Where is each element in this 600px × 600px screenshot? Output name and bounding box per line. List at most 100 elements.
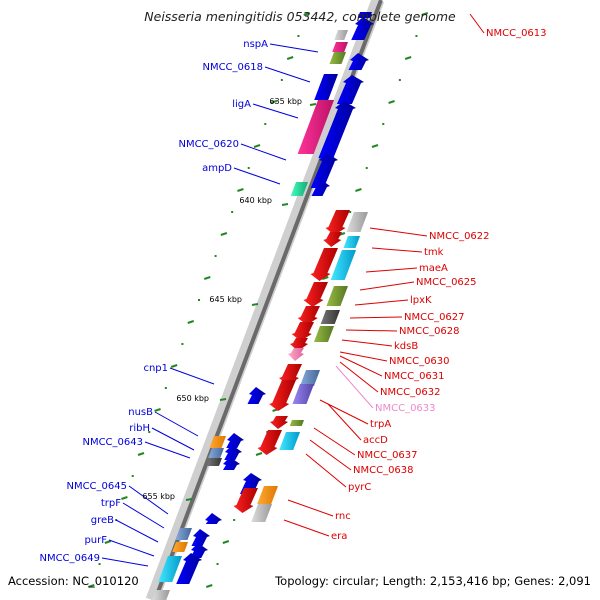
gc-marker xyxy=(137,452,145,456)
gene-block[interactable] xyxy=(310,248,338,281)
gene-block[interactable] xyxy=(318,101,356,158)
gene-block[interactable] xyxy=(290,182,308,196)
gene-label-right[interactable]: NMCC_0630 xyxy=(389,356,450,367)
gene-label-left[interactable]: NMCC_0620 xyxy=(178,139,239,150)
gene-block[interactable] xyxy=(299,370,320,386)
gene-block[interactable] xyxy=(336,75,364,104)
gene-block[interactable] xyxy=(257,430,282,455)
label-leader-line xyxy=(101,557,149,567)
gene-block[interactable] xyxy=(152,590,170,600)
gene-label-right[interactable]: era xyxy=(331,531,347,542)
gene-block[interactable] xyxy=(209,436,226,448)
gene-label-right[interactable]: NMCC_0613 xyxy=(486,28,547,39)
gene-label-left[interactable]: NMCC_0643 xyxy=(82,437,143,448)
gene-block[interactable] xyxy=(289,338,308,351)
gene-block[interactable] xyxy=(251,504,272,522)
gene-label-left[interactable]: greB xyxy=(91,515,114,526)
gene-label-right[interactable]: maeA xyxy=(419,263,448,274)
gene-block[interactable] xyxy=(247,387,266,404)
gene-label-right[interactable]: accD xyxy=(363,435,388,446)
gene-block[interactable] xyxy=(332,42,348,52)
gene-block[interactable] xyxy=(226,433,244,448)
gene-block[interactable] xyxy=(291,322,314,341)
gene-label-right[interactable]: lpxK xyxy=(410,295,432,306)
gene-block[interactable] xyxy=(172,542,188,552)
gene-label-right[interactable]: kdsB xyxy=(394,341,418,352)
gene-block[interactable] xyxy=(329,52,346,64)
gene-label-right[interactable]: NMCC_0622 xyxy=(429,231,490,242)
gene-label-right[interactable]: pyrC xyxy=(348,482,371,493)
label-leader-line xyxy=(369,227,428,237)
kbp-tick xyxy=(185,498,193,501)
gene-label-right[interactable]: trpA xyxy=(370,419,391,430)
gene-label-right[interactable]: NMCC_0637 xyxy=(357,450,418,461)
gene-block[interactable] xyxy=(320,310,340,324)
gene-block[interactable] xyxy=(311,179,330,196)
gene-block[interactable] xyxy=(191,529,210,546)
gene-block[interactable] xyxy=(176,553,202,584)
gene-block[interactable] xyxy=(348,53,369,70)
gene-block[interactable] xyxy=(330,250,356,280)
gene-block[interactable] xyxy=(313,326,334,342)
gene-label-right[interactable]: rnc xyxy=(335,511,351,522)
gene-label-left[interactable]: NMCC_0618 xyxy=(202,62,263,73)
gene-label-right[interactable]: NMCC_0627 xyxy=(404,312,465,323)
gene-block[interactable] xyxy=(346,212,368,232)
gene-label-left[interactable]: NMCC_0649 xyxy=(39,553,100,564)
gene-block[interactable] xyxy=(205,513,222,524)
gene-block[interactable] xyxy=(206,458,222,466)
gene-block[interactable] xyxy=(325,210,350,235)
gene-block[interactable] xyxy=(334,30,348,40)
gene-block[interactable] xyxy=(314,74,338,100)
gene-label-right[interactable]: NMCC_0632 xyxy=(380,387,441,398)
gene-block[interactable] xyxy=(269,380,296,411)
gene-label-right[interactable]: NMCC_0625 xyxy=(416,277,477,288)
gene-label-right[interactable]: NMCC_0631 xyxy=(384,371,445,382)
gene-label-left[interactable]: purF xyxy=(84,535,107,546)
gc-marker xyxy=(355,188,362,192)
gene-label-left[interactable]: ampD xyxy=(202,163,232,174)
gene-block[interactable] xyxy=(303,282,328,307)
gene-block[interactable] xyxy=(175,528,192,540)
gene-label-right[interactable]: NMCC_0638 xyxy=(353,465,414,476)
label-leader-line xyxy=(339,351,388,362)
gene-block[interactable] xyxy=(351,17,374,40)
gene-label-right[interactable]: tmk xyxy=(424,247,444,258)
gene-block[interactable] xyxy=(323,232,342,247)
gene-block[interactable] xyxy=(279,432,300,450)
kbp-label: 645 kbp xyxy=(209,295,242,304)
gene-block[interactable] xyxy=(326,286,348,306)
gc-marker xyxy=(220,232,228,236)
gene-block[interactable] xyxy=(287,348,304,361)
gene-block[interactable] xyxy=(222,457,240,470)
gene-label-left[interactable]: cnp1 xyxy=(143,363,168,374)
gene-label-left[interactable]: ligA xyxy=(232,99,251,110)
gene-block[interactable] xyxy=(357,12,372,18)
gene-label-left[interactable]: nusB xyxy=(128,407,153,418)
gene-block[interactable] xyxy=(190,543,208,558)
gene-block[interactable] xyxy=(257,486,278,504)
kbp-scale-labels: 635 kbp 640 kbp 645 kbp 650 kbp 655 kbp xyxy=(142,97,317,501)
gene-label-left[interactable]: ribH xyxy=(129,423,150,434)
gene-label-left[interactable]: nspA xyxy=(243,39,268,50)
gene-block[interactable] xyxy=(297,306,320,325)
gene-block[interactable] xyxy=(278,364,302,385)
gene-label-right[interactable]: NMCC_0628 xyxy=(399,326,460,337)
gene-label-left[interactable]: trpF xyxy=(101,498,121,509)
gene-block[interactable] xyxy=(289,420,304,426)
gene-block[interactable] xyxy=(233,488,258,513)
gene-label-left[interactable]: NMCC_0645 xyxy=(66,481,127,492)
gc-marker xyxy=(255,452,263,456)
label-leader-line xyxy=(319,399,369,425)
gene-block[interactable] xyxy=(310,153,338,188)
gene-block[interactable] xyxy=(269,416,288,429)
gene-label-right[interactable]: NMCC_0633 xyxy=(375,403,436,414)
gene-block[interactable] xyxy=(224,445,242,460)
gene-block[interactable] xyxy=(297,100,334,154)
gene-block[interactable] xyxy=(343,236,360,248)
gene-block[interactable] xyxy=(292,384,314,404)
label-leader-line xyxy=(108,539,155,557)
gc-marker xyxy=(321,276,329,280)
gene-block[interactable] xyxy=(208,448,224,458)
gene-block[interactable] xyxy=(158,556,182,582)
